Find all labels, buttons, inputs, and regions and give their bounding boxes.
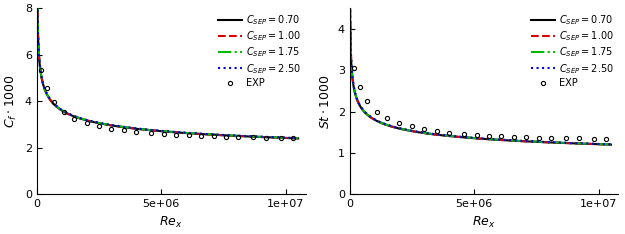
X-axis label: $Re_x$: $Re_x$ (472, 215, 496, 230)
X-axis label: $Re_x$: $Re_x$ (159, 215, 183, 230)
Y-axis label: $C_f \cdot 1000$: $C_f \cdot 1000$ (4, 74, 19, 128)
Y-axis label: $St \cdot 1000$: $St \cdot 1000$ (319, 74, 332, 128)
Legend: $C_{SEP} = 0.70$, $C_{SEP} = 1.00$, $C_{SEP} = 1.75$, $C_{SEP} = 2.50$, EXP: $C_{SEP} = 0.70$, $C_{SEP} = 1.00$, $C_{… (216, 11, 302, 90)
Legend: $C_{SEP} = 0.70$, $C_{SEP} = 1.00$, $C_{SEP} = 1.75$, $C_{SEP} = 2.50$, EXP: $C_{SEP} = 0.70$, $C_{SEP} = 1.00$, $C_{… (529, 11, 616, 90)
